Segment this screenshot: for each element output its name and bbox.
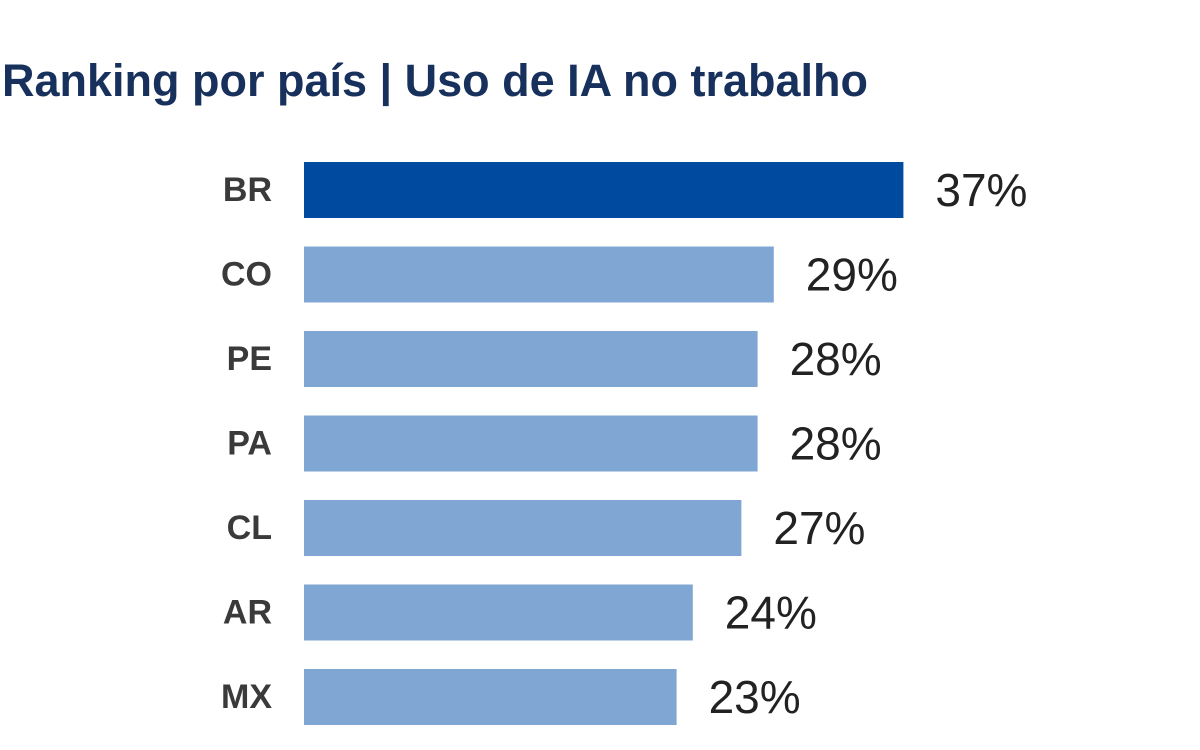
value-label: 29% <box>806 249 898 301</box>
category-label: PA <box>227 424 272 462</box>
bar <box>304 331 758 387</box>
value-label: 24% <box>725 587 817 639</box>
bar <box>304 162 904 218</box>
value-label: 28% <box>790 418 882 470</box>
bar <box>304 669 677 725</box>
category-label: CL <box>227 509 272 547</box>
category-label: PE <box>227 340 272 378</box>
chart-title: Ranking por país | Uso de IA no trabalho <box>2 55 868 107</box>
bar <box>304 246 774 303</box>
bar <box>304 500 742 556</box>
category-label: MX <box>221 678 272 716</box>
value-label: 28% <box>790 333 882 385</box>
bar <box>304 584 693 641</box>
bar <box>304 415 758 472</box>
category-label: AR <box>223 593 272 631</box>
category-label: CO <box>221 255 272 293</box>
value-label: 37% <box>935 164 1027 216</box>
category-label: BR <box>223 171 272 209</box>
value-label: 27% <box>773 502 865 554</box>
value-label: 23% <box>709 671 801 723</box>
